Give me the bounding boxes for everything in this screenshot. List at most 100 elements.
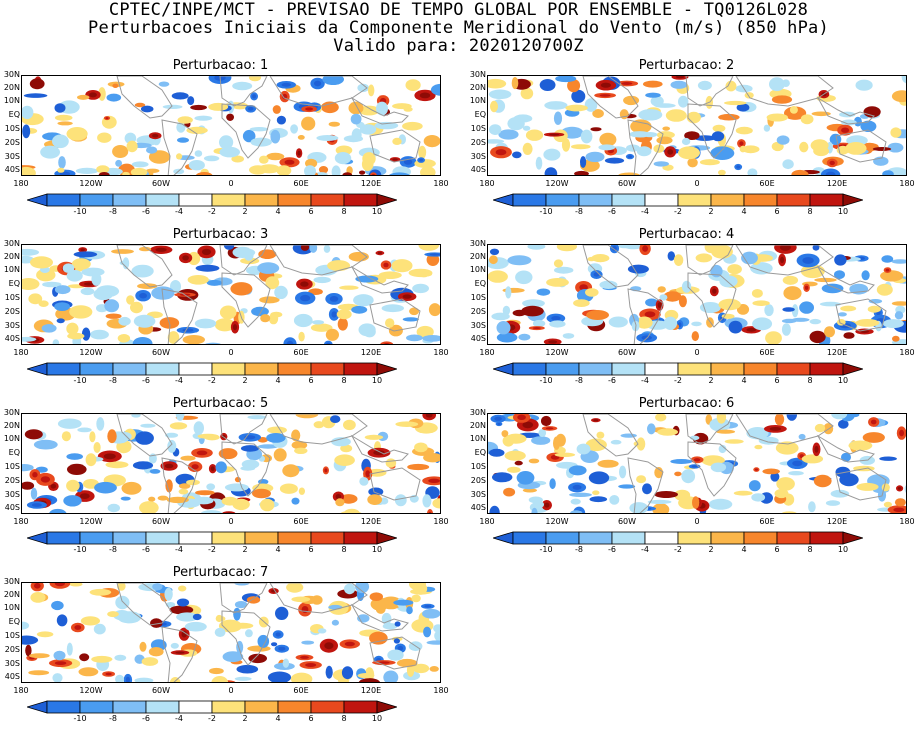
- coastline: [835, 467, 887, 501]
- perturbation-blob: [799, 141, 809, 153]
- perturbation-blob: [232, 622, 254, 629]
- perturbation-blob: [259, 155, 269, 164]
- lat-tick-label: 20S: [470, 476, 486, 485]
- perturbation-blob: [741, 145, 760, 154]
- perturbation-core: [402, 294, 412, 299]
- lat-tick-label: 20S: [470, 307, 486, 316]
- perturbation-core: [371, 174, 376, 175]
- perturbation-blob: [610, 439, 622, 445]
- perturbation-blob: [233, 607, 241, 621]
- perturbation-core: [305, 107, 313, 111]
- colorbar-label: -6: [142, 545, 150, 554]
- perturbation-blob: [501, 430, 509, 438]
- perturbation-blob: [324, 340, 333, 344]
- perturbation-blob: [531, 436, 551, 445]
- colorbar-swatch: [611, 531, 646, 545]
- lat-tick-label: 30S: [4, 321, 20, 330]
- perturbation-blob: [52, 134, 69, 149]
- coastline: [116, 76, 173, 119]
- perturbation-core: [699, 136, 711, 140]
- perturbation-blob: [883, 501, 892, 508]
- map-area: [487, 75, 907, 176]
- perturbation-blob: [568, 465, 587, 476]
- colorbar-swatch: [46, 193, 81, 207]
- perturbation-core: [332, 417, 338, 421]
- perturbation-blob: [848, 440, 873, 451]
- colorbar-label: -2: [208, 207, 216, 216]
- perturbation-core: [600, 82, 611, 88]
- perturbation-blob: [314, 172, 328, 175]
- lon-tick-label: 60E: [293, 348, 309, 357]
- perturbation-blob: [290, 124, 298, 134]
- perturbation-blob: [636, 316, 653, 329]
- coastline: [627, 457, 664, 513]
- colorbar: [493, 193, 863, 207]
- perturbation-core: [302, 245, 308, 250]
- perturbation-core: [497, 422, 501, 426]
- coastline: [687, 272, 737, 328]
- colorbar-max-arrow: [376, 193, 397, 207]
- colorbar-swatch: [244, 700, 279, 714]
- lon-tick-label: 120W: [79, 686, 103, 695]
- lon-tick-label: 180: [479, 179, 495, 188]
- perturbation-core: [612, 245, 617, 251]
- lon-tick-label: 180: [899, 517, 915, 526]
- perturbation-blob: [89, 588, 112, 596]
- perturbation-core: [522, 421, 534, 429]
- perturbation-core: [581, 159, 585, 165]
- perturbation-blob: [853, 116, 862, 127]
- colorbar-swatch: [277, 531, 312, 545]
- perturbation-blob: [66, 479, 80, 492]
- perturbation-core: [40, 476, 51, 483]
- perturbation-blob: [22, 248, 40, 256]
- perturbation-core: [365, 470, 371, 478]
- perturbation-blob: [291, 497, 300, 505]
- perturbation-blob: [334, 152, 352, 165]
- panel-perturbacao-5: Perturbacao: 5 30N 20N 10N EQ 10S 20S 30S 40S 180…: [0, 396, 449, 561]
- perturbation-blob: [555, 76, 577, 83]
- perturbation-blob: [139, 246, 152, 252]
- coastline: [219, 76, 268, 107]
- perturbation-core: [403, 159, 413, 165]
- perturbation-blob: [317, 628, 327, 634]
- perturbation-blob: [536, 288, 551, 296]
- perturbation-blob: [507, 117, 525, 131]
- perturbation-blob: [881, 483, 890, 492]
- perturbation-blob: [231, 155, 244, 163]
- perturbation-core: [155, 247, 167, 252]
- colorbar-swatch: [310, 362, 345, 376]
- perturbation-blob: [344, 583, 356, 595]
- perturbation-core: [789, 414, 795, 418]
- perturbation-blob: [751, 289, 763, 298]
- perturbation-blob: [357, 83, 370, 93]
- perturbation-blob: [241, 459, 260, 469]
- perturbation-blob: [522, 299, 545, 308]
- perturbation-core: [152, 133, 159, 138]
- perturbation-field: [488, 76, 906, 175]
- perturbation-core: [232, 324, 238, 331]
- lat-tick-label: 30N: [469, 239, 486, 248]
- colorbar-label: 10: [371, 545, 383, 554]
- colorbar-min-arrow: [493, 531, 514, 545]
- perturbation-blob: [414, 442, 428, 453]
- perturbation-blob: [57, 167, 65, 173]
- perturbation-blob: [533, 500, 545, 509]
- lon-tick-label: 60E: [293, 686, 309, 695]
- colorbar-label: 6: [308, 207, 314, 216]
- perturbation-blob: [313, 421, 325, 429]
- perturbation-blob: [131, 161, 149, 168]
- colorbar-swatch: [710, 193, 745, 207]
- perturbation-blob: [619, 465, 627, 479]
- perturbation-blob: [674, 471, 682, 477]
- perturbation-blob: [426, 640, 440, 645]
- coastline: [269, 245, 368, 276]
- perturbation-blob: [894, 311, 904, 320]
- perturbation-blob: [164, 587, 173, 601]
- perturbation-blob: [276, 165, 292, 175]
- perturbation-core: [81, 655, 87, 660]
- lat-tick-label: EQ: [8, 110, 20, 119]
- colorbar-swatch: [809, 362, 844, 376]
- colorbar-label: 8: [807, 545, 813, 554]
- colorbar-swatch: [79, 193, 114, 207]
- colorbar-label: -10: [539, 207, 553, 216]
